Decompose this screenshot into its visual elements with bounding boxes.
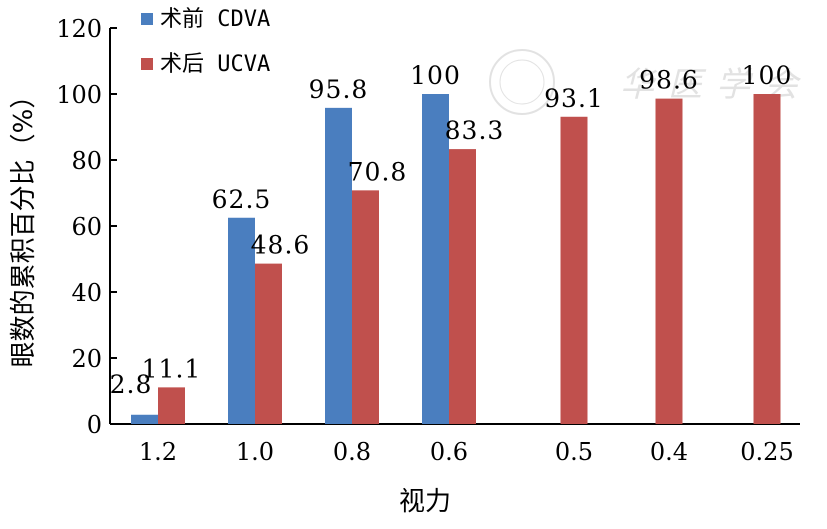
y-tick-label: 80 bbox=[71, 147, 102, 175]
bar-post-ucva bbox=[655, 98, 683, 425]
data-label: 2.8 bbox=[110, 370, 153, 399]
x-tick-label: 0.25 bbox=[740, 438, 793, 466]
data-label: 98.6 bbox=[639, 66, 699, 95]
bar-post-ucva bbox=[449, 149, 476, 425]
bar-post-ucva bbox=[158, 387, 185, 424]
x-tick-label: 1.2 bbox=[139, 438, 177, 466]
x-tick-label: 1.0 bbox=[236, 438, 274, 466]
bar-pre-cdva bbox=[325, 107, 352, 425]
x-tick-label: 0.8 bbox=[333, 438, 371, 466]
legend-swatch bbox=[141, 13, 153, 25]
y-tick-label: 0 bbox=[87, 411, 102, 439]
data-label: 48.6 bbox=[251, 231, 311, 260]
bar-pre-cdva bbox=[228, 217, 255, 424]
bar-pre-cdva bbox=[131, 414, 158, 424]
x-tick-label: 0.6 bbox=[430, 438, 468, 466]
y-tick-label: 120 bbox=[56, 15, 102, 43]
data-label: 70.8 bbox=[348, 157, 408, 186]
data-label: 100 bbox=[410, 61, 461, 90]
y-tick-label: 20 bbox=[71, 345, 102, 373]
data-label: 83.3 bbox=[445, 116, 505, 145]
y-axis-title: 眼数的累积百分比（%） bbox=[9, 83, 39, 368]
data-label: 100 bbox=[742, 61, 793, 90]
bar-post-ucva bbox=[255, 263, 282, 424]
bar-post-ucva bbox=[352, 190, 379, 424]
data-label: 62.5 bbox=[212, 185, 272, 214]
x-axis-title: 视力 bbox=[399, 487, 451, 517]
x-tick-label: 0.4 bbox=[650, 438, 688, 466]
bar-post-ucva bbox=[560, 116, 588, 425]
data-label: 11.1 bbox=[142, 354, 202, 383]
y-tick-label: 100 bbox=[56, 81, 102, 109]
legend-label: 术后 UCVA bbox=[160, 52, 270, 77]
legend-swatch bbox=[141, 58, 153, 70]
y-tick-label: 60 bbox=[71, 213, 102, 241]
legend-label: 术前 CDVA bbox=[160, 7, 270, 32]
x-tick-label: 0.5 bbox=[555, 438, 593, 466]
bar-pre-cdva bbox=[422, 94, 449, 424]
y-tick-label: 40 bbox=[71, 279, 102, 307]
bar-post-ucva bbox=[753, 94, 781, 424]
data-label: 95.8 bbox=[309, 75, 369, 104]
data-label: 93.1 bbox=[544, 84, 604, 113]
